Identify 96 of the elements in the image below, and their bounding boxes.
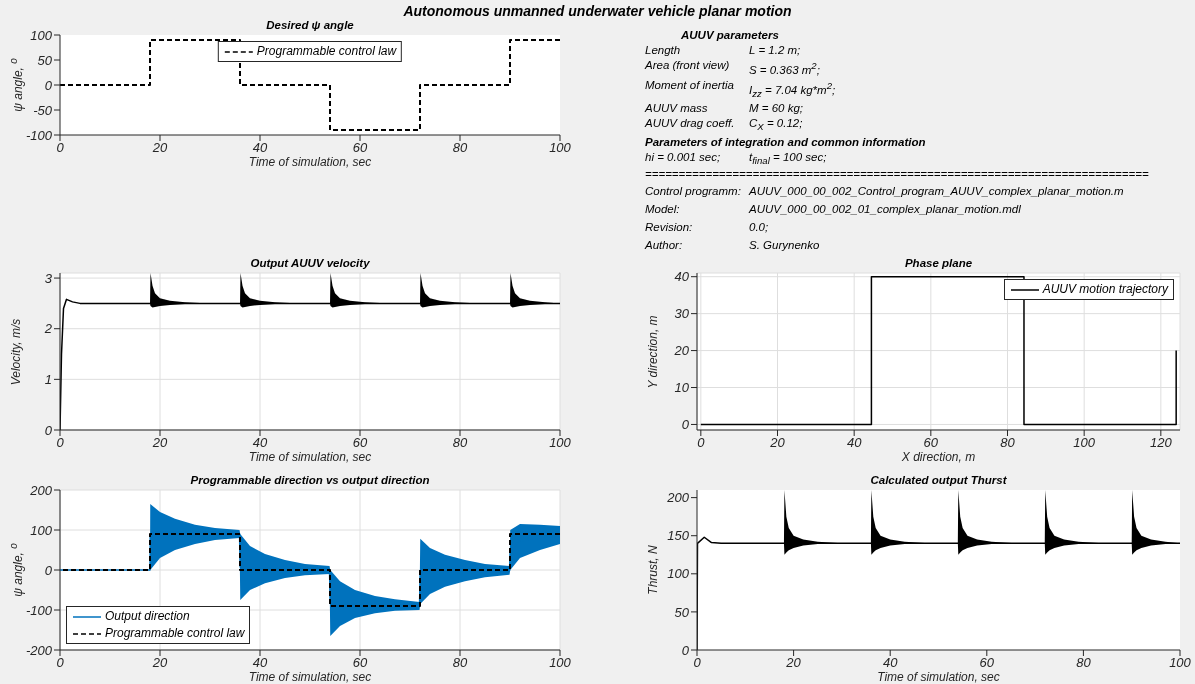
y-tick-label: 0 — [44, 422, 53, 438]
y-tick-label: 40 — [674, 269, 690, 285]
y-tick-label: -100 — [25, 602, 53, 618]
y-tick-label: 0 — [44, 562, 53, 578]
chart-title: Calculated output Thurst — [869, 474, 1008, 486]
x-tick-label: 20 — [151, 435, 168, 451]
text: AUUV parameters — [680, 28, 780, 43]
y-axis-title: Thrust, N — [646, 545, 660, 595]
chart-title: Phase plane — [903, 257, 974, 269]
text: Model: — [645, 201, 681, 217]
x-tick-label: 80 — [452, 655, 468, 671]
x-tick-label: 20 — [785, 655, 802, 671]
y-tick-label: 100 — [30, 27, 53, 43]
text: 0.0; — [749, 219, 769, 235]
x-tick-label: 80 — [452, 140, 468, 156]
y-tick-label: 50 — [674, 604, 690, 620]
x-axis-title: Time of simulation, sec — [876, 670, 1001, 684]
x-axis-title: Time of simulation, sec — [247, 155, 373, 169]
legend-label: Programmable control law — [105, 625, 245, 642]
x-axis-title: Time of simulation, sec — [247, 450, 373, 464]
x-tick-label: 100 — [549, 140, 572, 156]
x-tick-label: 40 — [882, 655, 899, 671]
x-tick-label: 20 — [151, 140, 168, 156]
text: Revision: — [645, 219, 694, 235]
text: S = 0.363 m$^{2}$; — [749, 59, 820, 78]
x-tick-label: 60 — [923, 435, 939, 451]
x-tick-label: 80 — [1000, 435, 1016, 451]
text: C$_{X}$ = 0.12; — [749, 115, 803, 135]
y-tick-label: 30 — [674, 306, 690, 322]
y-tick-label: 10 — [674, 380, 690, 396]
text: S. Gurynenko — [749, 237, 820, 253]
x-tick-label: 100 — [549, 435, 572, 451]
text: t$_{final}$ = 100 sec; — [749, 150, 827, 169]
y-tick-label: 3 — [44, 270, 53, 286]
x-tick-label: 60 — [352, 435, 368, 451]
y-tick-label: 1 — [44, 371, 52, 387]
text: Length — [645, 43, 682, 58]
y-tick-label: 20 — [673, 343, 690, 359]
y-tick-label: -50 — [33, 102, 53, 118]
x-tick-label: 100 — [549, 655, 572, 671]
x-tick-label: 100 — [1073, 435, 1096, 451]
legend-label: Output direction — [105, 608, 190, 625]
x-tick-label: 0 — [693, 655, 702, 671]
y-tick-label: 100 — [667, 566, 690, 582]
x-tick-label: 100 — [1169, 655, 1192, 671]
text: AUUV mass — [645, 100, 709, 116]
y-tick-label: -100 — [25, 127, 53, 143]
x-tick-label: 40 — [252, 435, 268, 451]
legend-label: Programmable control law — [256, 43, 397, 60]
y-tick-label: 0 — [44, 77, 53, 93]
text: Area (front view) — [645, 58, 731, 73]
chart-title: Desired ψ angle — [265, 19, 355, 31]
x-tick-label: 40 — [252, 655, 268, 671]
x-tick-label: 60 — [352, 140, 368, 156]
text: AUUV drag coeff. — [645, 115, 736, 131]
x-tick-label: 60 — [979, 655, 995, 671]
x-axis-title: X direction, m — [900, 450, 977, 464]
x-tick-label: 60 — [352, 655, 368, 671]
y-tick-label: 0 — [681, 417, 690, 433]
y-tick-label: 200 — [29, 482, 53, 498]
x-tick-label: 0 — [56, 435, 65, 451]
text: Moment of inertia — [645, 77, 735, 93]
x-tick-label: 0 — [697, 435, 706, 451]
y-axis-title: Velocity, m/s — [9, 318, 23, 385]
chart-title: Programmable direction vs output direction — [189, 474, 431, 486]
text: M = 60 kg; — [749, 100, 804, 116]
x-tick-label: 80 — [1076, 655, 1092, 671]
x-tick-label: 0 — [56, 140, 65, 156]
text: I$_{zz}$ = 7.04 kg*m$^{2}$; — [749, 78, 836, 101]
y-tick-label: -200 — [25, 642, 53, 658]
text: Autonomous unmanned underwater vehicle planar motion — [402, 3, 793, 19]
text: Parameters of integration and common information — [645, 135, 927, 151]
x-tick-label: 40 — [252, 140, 268, 156]
y-tick-label: 50 — [37, 52, 53, 68]
text: =========================================================================== — [645, 167, 1150, 181]
text: L = 1.2 m; — [749, 43, 801, 58]
y-tick-label: 100 — [30, 522, 53, 538]
text: AUUV_000_00_002_Control_program_AUUV_complex_planar_motion.m — [749, 183, 1124, 199]
text: Author: — [645, 237, 684, 253]
chart-title: Output AUUV velocity — [249, 257, 371, 269]
text: AUUV_000_00_002_01_complex_planar_motion.mdl — [749, 201, 1021, 217]
y-tick-label: 150 — [667, 528, 690, 544]
text: Control programm: — [645, 183, 742, 199]
x-tick-label: 20 — [151, 655, 168, 671]
x-tick-label: 0 — [56, 655, 65, 671]
x-tick-label: 120 — [1149, 435, 1173, 451]
x-tick-label: 80 — [452, 435, 468, 451]
text: hi = 0.001 sec; — [645, 150, 722, 166]
y-tick-label: 0 — [681, 642, 690, 658]
y-tick-label: 200 — [666, 490, 690, 506]
x-axis-title: Time of simulation, sec — [247, 670, 373, 684]
y-axis-title: Y direction, m — [646, 314, 660, 389]
x-tick-label: 20 — [769, 435, 786, 451]
y-tick-label: 2 — [43, 321, 53, 337]
legend-label: AUUV motion trajectory — [1042, 281, 1168, 298]
x-tick-label: 40 — [846, 435, 863, 451]
